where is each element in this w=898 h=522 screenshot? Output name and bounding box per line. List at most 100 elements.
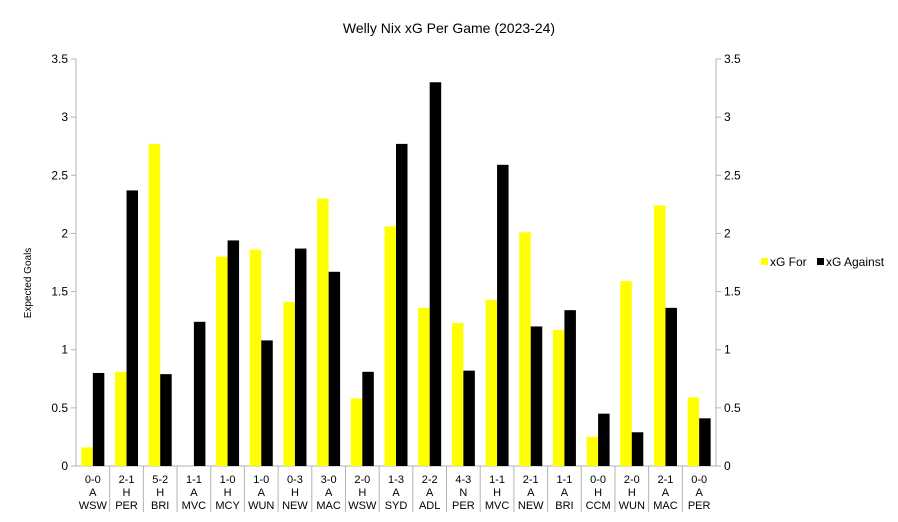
bar-xg-against: [530, 326, 543, 466]
bar-xg-for: [148, 143, 161, 467]
bar-xg-for: [216, 256, 228, 466]
x-tick-label: A: [325, 487, 333, 499]
bar-xg-against: [193, 321, 206, 466]
x-tick-label: 2-1: [119, 474, 135, 486]
x-tick-label: A: [392, 487, 400, 499]
x-tick-label: BRI: [555, 500, 573, 512]
bar-xg-for: [81, 447, 93, 466]
y2-tick-label: 1.5: [724, 285, 741, 299]
x-tick-label: 0-3: [287, 474, 303, 486]
x-tick-label: 2-1: [658, 474, 674, 486]
bar-xg-for: [317, 198, 329, 467]
x-tick-label: 4-3: [455, 474, 471, 486]
x-tick-label: A: [662, 487, 670, 499]
bar-xg-against: [362, 371, 374, 466]
legend-swatch: [761, 258, 768, 265]
x-tick-label: N: [459, 487, 467, 499]
x-tick-label: H: [358, 487, 366, 499]
bar-xg-against: [126, 190, 139, 466]
x-tick-label: 2-2: [422, 474, 438, 486]
bar-xg-for: [384, 226, 396, 466]
x-tick-label: H: [493, 487, 501, 499]
x-tick-label: BRI: [151, 500, 169, 512]
bar-xg-against: [497, 164, 509, 466]
x-tick-label: MVC: [182, 500, 207, 512]
bar-xg-for: [249, 249, 262, 466]
bar-xg-for: [350, 398, 363, 466]
x-tick-label: H: [224, 487, 232, 499]
y2-tick-label: 3: [724, 110, 731, 124]
x-tick-label: ADL: [419, 500, 440, 512]
x-tick-label: H: [594, 487, 602, 499]
x-tick-label: A: [695, 487, 703, 499]
x-tick-label: A: [426, 487, 434, 499]
x-tick-label: 1-1: [489, 474, 505, 486]
x-tick-label: 1-1: [556, 474, 572, 486]
bar-xg-against: [631, 432, 644, 466]
y-tick-label: 2: [61, 226, 68, 240]
x-tick-label: 2-1: [523, 474, 539, 486]
legend-label: xG Against: [826, 255, 885, 269]
x-tick-label: 0-0: [590, 474, 606, 486]
bar-xg-for: [283, 302, 295, 466]
y-axis-label: Expected Goals: [23, 248, 34, 319]
bar-xg-for: [653, 205, 666, 466]
bar-xg-against: [396, 143, 408, 467]
y2-tick-label: 2.5: [724, 168, 741, 182]
x-tick-label: WSW: [79, 500, 108, 512]
x-tick-label: 1-0: [220, 474, 236, 486]
bar-xg-for: [485, 299, 498, 466]
x-tick-label: CCM: [586, 500, 611, 512]
bar-xg-against: [92, 372, 105, 466]
x-tick-label: A: [561, 487, 569, 499]
bar-xg-against: [598, 413, 610, 466]
x-tick-label: PER: [688, 500, 711, 512]
x-tick-label: H: [628, 487, 636, 499]
x-tick-label: MAC: [653, 500, 678, 512]
x-tick-label: 0-0: [85, 474, 101, 486]
y2-tick-label: 1: [724, 343, 731, 357]
x-tick-label: WUN: [619, 500, 645, 512]
y-tick-label: 1.5: [51, 285, 68, 299]
legend: xG For xG Against: [761, 255, 885, 269]
bar-xg-for: [586, 436, 599, 466]
x-tick-label: A: [89, 487, 97, 499]
x-tick-label: 1-3: [388, 474, 404, 486]
x-tick-label: MCY: [215, 500, 240, 512]
x-tick-label: NEW: [518, 500, 544, 512]
x-tick-label: 1-1: [186, 474, 202, 486]
y-tick-label: 1: [61, 343, 68, 357]
x-tick-label: A: [190, 487, 198, 499]
plot-area: 0 00.5 0.51 11.5 1.52 22.5 2.53 33.5 3.50-0AWSW2…: [51, 52, 741, 512]
bar-xg-for: [552, 329, 565, 466]
bar-xg-against: [227, 240, 240, 466]
x-tick-label: H: [123, 487, 131, 499]
legend-swatch: [817, 258, 824, 265]
x-tick-label: WUN: [248, 500, 274, 512]
bar-xg-for: [115, 371, 127, 466]
x-tick-label: WSW: [348, 500, 377, 512]
bar-xg-against: [294, 248, 307, 466]
bar-xg-for: [418, 307, 430, 466]
y-tick-label: 3: [61, 110, 68, 124]
bar-xg-for: [687, 397, 700, 466]
bar-xg-against: [665, 307, 677, 466]
chart-title: Welly Nix xG Per Game (2023-24): [343, 20, 555, 36]
bar-xg-for: [519, 232, 531, 466]
x-tick-label: SYD: [385, 500, 408, 512]
bar-xg-against: [564, 310, 576, 466]
y-tick-label: 0: [61, 459, 68, 473]
x-tick-label: PER: [452, 500, 475, 512]
x-tick-label: H: [156, 487, 164, 499]
x-tick-label: 1-0: [253, 474, 269, 486]
x-tick-label: PER: [115, 500, 138, 512]
x-tick-label: NEW: [282, 500, 308, 512]
x-tick-label: 2-0: [624, 474, 640, 486]
y-tick-label: 0.5: [51, 401, 68, 415]
bar-xg-against: [160, 374, 172, 466]
x-tick-label: 0-0: [691, 474, 707, 486]
x-tick-label: MAC: [316, 500, 341, 512]
x-tick-label: 5-2: [152, 474, 168, 486]
x-tick-label: H: [291, 487, 299, 499]
